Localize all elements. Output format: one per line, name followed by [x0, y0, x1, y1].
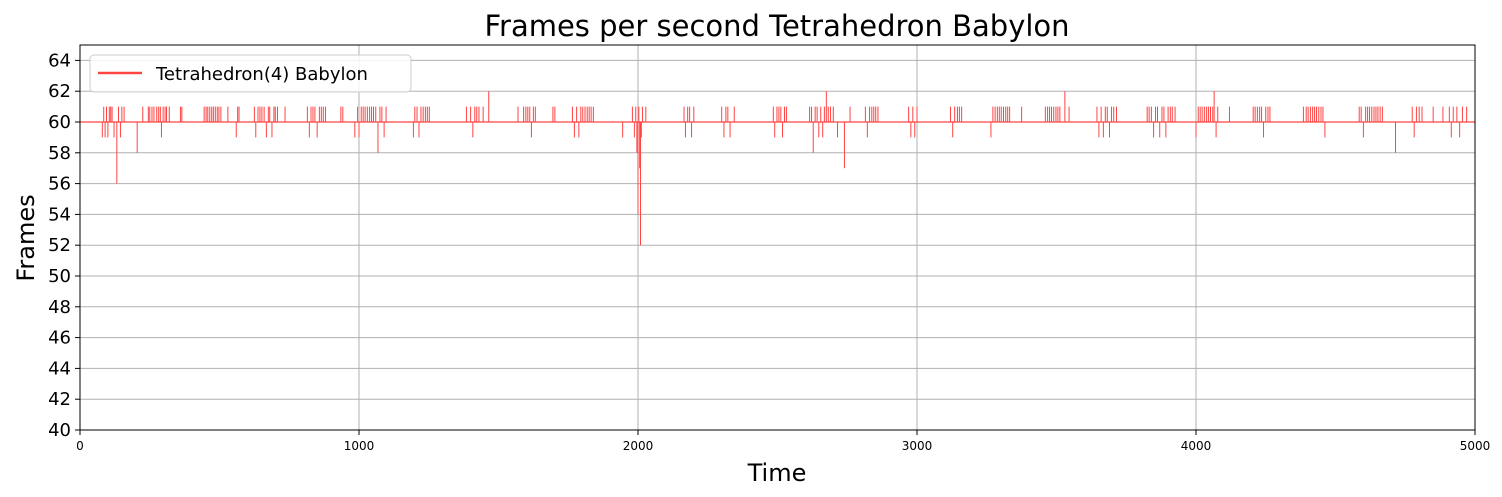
x-tick-label: 1000: [344, 439, 375, 453]
legend-box: [89, 54, 412, 93]
y-tick-label: 54: [48, 204, 71, 225]
x-tick-label: 4000: [1181, 439, 1212, 453]
plot-area-frame: [79, 44, 1476, 431]
y-tick-label: 64: [48, 50, 71, 71]
y-tick-label: 42: [48, 389, 71, 410]
x-tick-label: 5000: [1460, 439, 1491, 453]
y-tick-label: 52: [48, 235, 71, 256]
y-axis-label: Frames: [12, 194, 40, 281]
x-axis-ticks: 0 1000 2000 3000 4000 5000: [76, 430, 1490, 453]
y-tick-label: 60: [48, 112, 71, 133]
x-tick-label: 3000: [902, 439, 933, 453]
y-tick-label: 62: [48, 81, 71, 102]
y-axis-ticks: 40 42 44 46 48 50 52 54 56 58 60 62 64: [48, 50, 80, 441]
grid: [79, 45, 1476, 431]
y-tick-label: 56: [48, 174, 71, 195]
series-line: [80, 91, 1475, 246]
y-tick-label: 40: [48, 420, 71, 441]
x-axis-label: Time: [747, 459, 807, 487]
legend-label: Tetrahedron(4) Babylon: [155, 64, 368, 85]
chart-title: Frames per second Tetrahedron Babylon: [484, 9, 1069, 43]
y-tick-label: 46: [48, 328, 71, 349]
y-tick-label: 50: [48, 266, 71, 287]
x-tick-label: 0: [76, 439, 84, 453]
x-tick-label: 2000: [623, 439, 654, 453]
legend: Tetrahedron(4) Babylon: [89, 54, 412, 93]
series-layer: [80, 91, 1475, 246]
y-tick-label: 58: [48, 143, 71, 164]
y-tick-label: 48: [48, 297, 71, 318]
y-tick-label: 44: [48, 358, 71, 379]
